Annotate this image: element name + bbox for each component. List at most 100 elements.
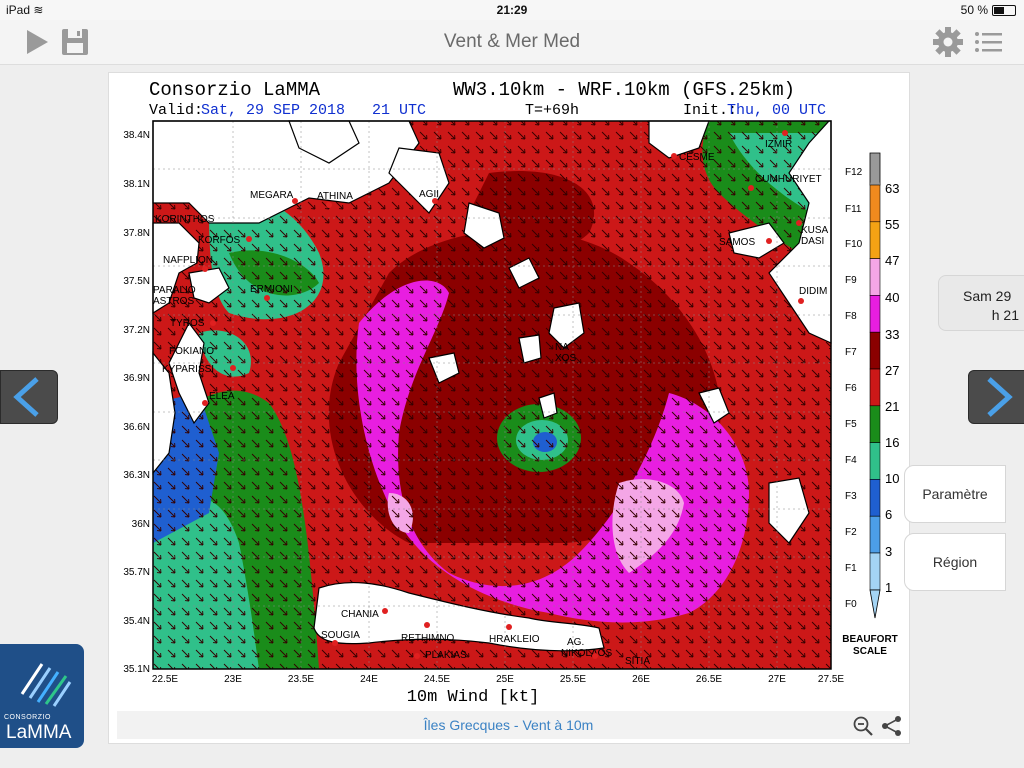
knot-threshold: 3 xyxy=(885,544,892,559)
knot-threshold: 10 xyxy=(885,471,899,486)
lat-label: 35.4N xyxy=(123,616,150,627)
list-button[interactable] xyxy=(972,26,1004,58)
place-label: ERMIONI xyxy=(250,284,293,295)
status-time: 21:29 xyxy=(496,3,528,17)
place-label: CHANIA xyxy=(341,609,379,620)
lon-label: 24.5E xyxy=(424,674,450,685)
knot-threshold: 47 xyxy=(885,253,899,268)
lat-label: 36.6N xyxy=(123,422,150,433)
beaufort-level: F3 xyxy=(845,491,857,502)
play-button[interactable] xyxy=(22,26,54,58)
lon-label: 22.5E xyxy=(152,674,178,685)
scale-band xyxy=(869,368,881,407)
gear-icon xyxy=(933,27,963,57)
place-label: NIKOLAOS xyxy=(561,648,612,659)
scale-band xyxy=(869,258,881,296)
logo-consortium: CONSORZIO xyxy=(4,714,51,721)
beaufort-level: F9 xyxy=(845,275,857,286)
place-label: KORFOS xyxy=(198,235,241,246)
region-button[interactable]: Région xyxy=(904,533,1006,591)
place-label: HRAKLEIO xyxy=(489,634,540,645)
lon-label: 27E xyxy=(768,674,786,685)
list-icon xyxy=(975,32,1002,52)
city-markers xyxy=(202,130,804,659)
date-indicator: Sam 29 h 21 xyxy=(938,275,1024,331)
scale-band xyxy=(869,515,881,554)
lon-label: 24E xyxy=(360,674,378,685)
map-card: Consorzio LaMMA WW3.10km - WRF.10km (GFS… xyxy=(108,72,910,744)
valid-label: Valid: xyxy=(149,102,203,119)
beaufort-level: F1 xyxy=(845,563,857,574)
settings-button[interactable] xyxy=(932,26,964,58)
zoom-out-icon[interactable] xyxy=(852,715,874,737)
place-label: PARALIO xyxy=(153,285,196,296)
lon-label: 23E xyxy=(224,674,242,685)
status-battery: 50 % xyxy=(961,3,1016,17)
map-caption-bar: Îles Grecques - Vent à 10m xyxy=(117,711,903,739)
scale-band xyxy=(869,442,881,480)
wind-map[interactable]: Consorzio LaMMA WW3.10km - WRF.10km (GFS… xyxy=(109,73,909,709)
nav-title: Vent & Mer Med xyxy=(443,31,581,52)
place-label: FOKIANO xyxy=(169,346,214,357)
battery-icon xyxy=(992,5,1016,17)
knot-threshold: 1 xyxy=(885,580,892,595)
knot-threshold: 33 xyxy=(885,327,899,342)
lat-label: 36.9N xyxy=(123,373,150,384)
lat-label: 36N xyxy=(132,519,150,530)
map-org-title: Consorzio LaMMA xyxy=(149,79,321,101)
place-label: MEGARA xyxy=(250,190,294,201)
beaufort-level: F12 xyxy=(845,167,863,178)
date-hour: h 21 xyxy=(991,307,1019,323)
beaufort-level: F8 xyxy=(845,311,857,322)
wifi-icon: ≋ xyxy=(33,3,44,17)
lat-label: 35.7N xyxy=(123,567,150,578)
beaufort-level: F6 xyxy=(845,383,857,394)
share-icon[interactable] xyxy=(881,715,903,737)
place-label: XOS xyxy=(555,353,576,364)
place-label: KUSA xyxy=(801,225,829,236)
place-label: AGII xyxy=(419,189,439,200)
status-device: iPad ≋ xyxy=(6,3,44,17)
beaufort-level: F0 xyxy=(845,599,857,610)
place-label: RETHIMNO xyxy=(401,633,455,644)
scale-title: BEAUFORT xyxy=(842,634,898,645)
map-frame xyxy=(152,120,832,670)
map-caption: Îles Grecques - Vent à 10m xyxy=(423,717,594,733)
parameter-button[interactable]: Paramètre xyxy=(904,465,1006,523)
knot-threshold: 16 xyxy=(885,435,899,450)
lat-label: 38.4N xyxy=(123,130,150,141)
valid-value: Sat, 29 SEP 2018 21 UTC xyxy=(201,102,426,119)
place-label: AG. xyxy=(567,637,584,648)
play-icon xyxy=(27,30,48,54)
status-bar: iPad ≋ 21:29 50 % xyxy=(0,0,1024,20)
save-button[interactable] xyxy=(60,26,92,58)
place-label: SITIA xyxy=(625,656,650,667)
beaufort-level: F7 xyxy=(845,347,857,358)
next-button[interactable] xyxy=(968,370,1024,424)
knot-threshold: 40 xyxy=(885,290,899,305)
lon-label: 27.5E xyxy=(818,674,844,685)
place-label: KORINTHOS xyxy=(155,214,215,225)
logo-mark xyxy=(20,663,72,707)
scale-subtitle: SCALE xyxy=(853,646,887,657)
beaufort-scale xyxy=(869,152,881,619)
lamma-logo: CONSORZIO LaMMA xyxy=(0,644,84,748)
place-label: SAMOS xyxy=(719,237,755,248)
beaufort-level: F4 xyxy=(845,455,857,466)
place-label: ASTROS xyxy=(153,296,194,307)
beaufort-f-labels: F12 F11 F10 F9 F8 F7 F6 F5 F4 F3 F2 F1 F… xyxy=(845,167,863,610)
place-label: KYPARISSI xyxy=(162,364,214,375)
lat-label: 35.1N xyxy=(123,664,150,675)
save-icon xyxy=(62,29,88,55)
place-label: CESME xyxy=(679,152,715,163)
lat-label: 37.2N xyxy=(123,325,150,336)
lat-label: 36.3N xyxy=(123,470,150,481)
lon-label: 23.5E xyxy=(288,674,314,685)
place-label: NAFPLION xyxy=(163,255,213,266)
scale-band xyxy=(869,221,881,259)
lon-label: 26.5E xyxy=(696,674,722,685)
scale-band xyxy=(869,552,881,591)
previous-button[interactable] xyxy=(0,370,58,424)
chevron-left-icon xyxy=(13,377,39,417)
map-footer: 10m Wind [kt] xyxy=(407,688,540,707)
